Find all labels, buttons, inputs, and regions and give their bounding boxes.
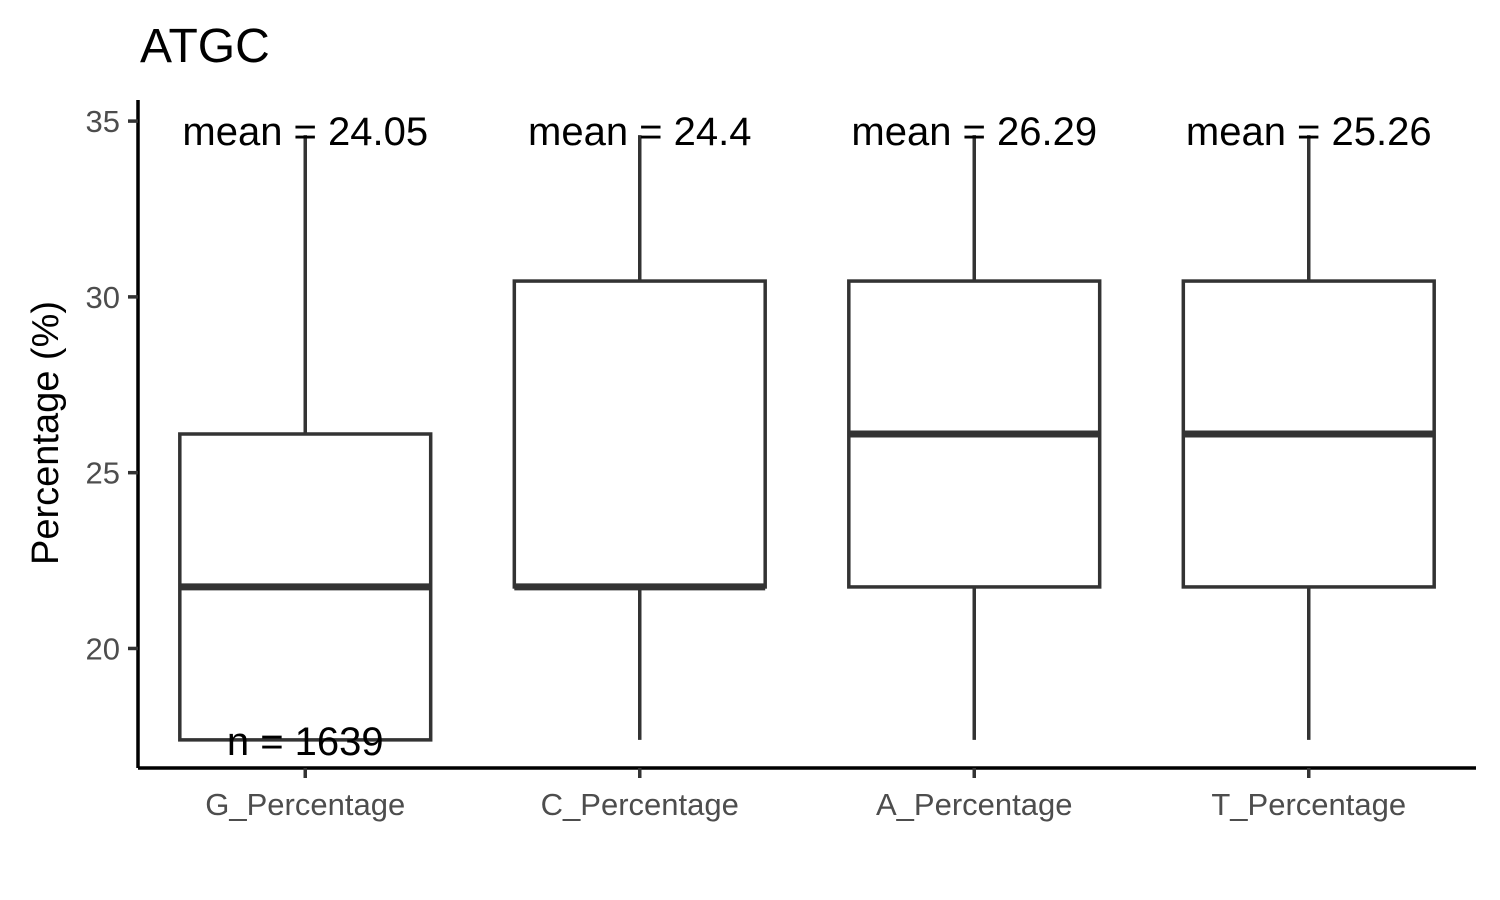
x-tick-label: C_Percentage [541, 787, 739, 822]
mean-label: mean = 24.4 [528, 110, 752, 154]
y-tick-label: 35 [86, 104, 120, 139]
box-C_Percentage [512, 279, 767, 589]
x-tick-label: G_Percentage [205, 787, 405, 822]
y-axis-label: Percentage (%) [25, 301, 67, 565]
count-annotation: n = 1639 [227, 720, 384, 764]
mean-label: mean = 24.05 [182, 110, 428, 154]
y-tick-label: 30 [86, 280, 120, 315]
mean-label: mean = 26.29 [851, 110, 1097, 154]
x-tick-label: A_Percentage [876, 787, 1072, 822]
plot-area: 20 25 30 35 G_Percentage C_Percentage A_Percen… [86, 100, 1476, 822]
mean-label: mean = 25.26 [1186, 110, 1432, 154]
chart-title: ATGC [140, 20, 270, 73]
y-tick-label: 20 [86, 631, 120, 666]
x-tick-label: T_Percentage [1211, 787, 1406, 822]
y-tick-label: 25 [86, 456, 120, 491]
